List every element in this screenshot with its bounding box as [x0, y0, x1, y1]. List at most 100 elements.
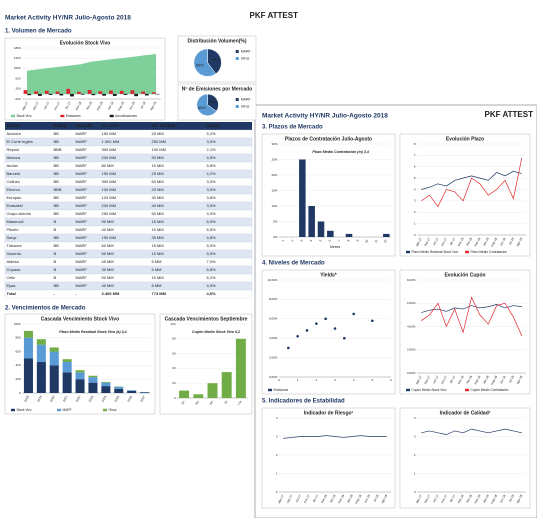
- table-cell: 250 MM: [152, 139, 166, 144]
- x-tick-label: jul-18: [372, 494, 380, 504]
- y-tick-label: 600: [15, 349, 20, 353]
- table-cell: 5,8%: [207, 163, 217, 168]
- table-cell: 25 MM: [152, 171, 164, 176]
- table-cell: 120 MM: [102, 195, 116, 200]
- table-cell: Elecnor: [7, 187, 21, 192]
- x-tick-label: sep-17: [423, 375, 431, 385]
- table-cell: 40 MM: [152, 203, 164, 208]
- data-label: 65%: [198, 105, 206, 110]
- x-tick-label: 10: [364, 239, 369, 244]
- table-cell: 50 MM: [102, 275, 114, 280]
- x-tick-label: oct-17: [294, 494, 302, 504]
- table-cell: B: [54, 275, 57, 280]
- y-tick-label: 7: [414, 153, 416, 157]
- y-tick-label: 60: [172, 351, 176, 355]
- table-cell: 200 MM: [102, 155, 116, 160]
- bar: [80, 93, 85, 95]
- scatter-point: [287, 346, 290, 350]
- y-tick-label: 1800: [14, 46, 21, 50]
- x-tick-label: jun-18: [498, 494, 506, 504]
- bar: [193, 394, 204, 398]
- chart-frame: [261, 407, 396, 509]
- table-cell: 150 MM: [102, 235, 116, 240]
- bar: [75, 372, 85, 380]
- x-tick-label: jun-18: [498, 237, 506, 247]
- table-cell: 100 MM: [102, 187, 116, 192]
- logo: PKF ATTEST: [250, 11, 299, 20]
- table-cell: 300 MM: [102, 179, 116, 184]
- table-cell: 20 MM: [152, 131, 164, 136]
- y-tick-label: 600: [15, 76, 20, 80]
- y-tick-label: 0: [174, 396, 176, 400]
- bar: [36, 344, 46, 362]
- scatter-point: [305, 329, 309, 332]
- legend-label: Plazo Medio Residual Stock Vivo: [412, 250, 459, 254]
- bar: [134, 93, 139, 97]
- x-tick-label: dic-17: [449, 494, 457, 503]
- y-tick-label: 4: [414, 416, 416, 420]
- x-tick-label: nov-17: [440, 375, 448, 385]
- y-tick-label: 1400: [14, 56, 21, 60]
- bar: [75, 379, 85, 393]
- table-header-cell: Cupón: [207, 123, 221, 128]
- table-cell: 10 MM: [152, 275, 164, 280]
- y-tick-label: 10,00%: [267, 278, 278, 282]
- legend-label: Stock Vivo: [17, 408, 32, 412]
- table-cell: 6,5%: [207, 227, 217, 232]
- bar: [141, 91, 145, 94]
- bar: [66, 88, 71, 94]
- table-cell: El Corte Inglés: [7, 139, 33, 144]
- x-tick-label: sep-17: [423, 237, 431, 247]
- x-tick-label: abr-18: [346, 494, 354, 504]
- table-cell: MARF: [76, 195, 88, 200]
- x-tick-label: jul-18: [507, 237, 515, 247]
- table-cell: 5,2%: [207, 131, 217, 136]
- table-header-cell: Emisor: [7, 123, 22, 128]
- x-tick-label: 12: [383, 239, 388, 244]
- y-tick-label: 8,00%: [269, 297, 278, 301]
- bar: [87, 90, 92, 94]
- x-tick-label: ago-18: [380, 494, 388, 504]
- table-cell: B: [54, 219, 57, 224]
- legend-swatch: [235, 98, 239, 101]
- section-title: 4. Niveles de Mercado: [262, 261, 325, 267]
- table-cell: Ortiz: [7, 275, 15, 280]
- table-cell: 3,0%: [207, 187, 217, 192]
- y-tick-label: 2: [414, 210, 416, 214]
- page-title: Market Activity HY/NR Julio-Agosto 2018: [5, 15, 131, 22]
- bar: [127, 390, 137, 393]
- legend-swatch: [465, 388, 469, 392]
- bar: [23, 330, 33, 338]
- table-cell: 3.405 MM: [102, 291, 120, 296]
- table-cell: MARF: [76, 259, 88, 264]
- table-cell: MARF: [76, 251, 88, 256]
- y-tick-label: -200: [14, 97, 20, 101]
- table-cell: 50 MM: [152, 155, 164, 160]
- x-tick-label: 4: [353, 378, 355, 382]
- y-tick-label: 800: [15, 336, 20, 340]
- table-cell: BB: [54, 155, 60, 160]
- table-cell: Masmovil: [7, 219, 24, 224]
- x-tick-label: may-18: [354, 494, 363, 505]
- table-cell: BB: [54, 163, 60, 168]
- table-cell: BB: [54, 243, 60, 248]
- x-tick-label: mar-18: [473, 494, 481, 505]
- x-tick-label: ago-17: [415, 494, 423, 504]
- chart-frame: [399, 269, 531, 395]
- legend-swatch: [406, 250, 410, 254]
- x-tick-label: 1a: [223, 400, 228, 405]
- bar: [27, 93, 32, 96]
- x-tick-label: feb-18: [465, 375, 473, 385]
- table-cell: B: [54, 267, 57, 272]
- x-tick-label: ene-18: [457, 375, 465, 385]
- section-title: 2. Vencimientos de Mercado: [5, 306, 86, 312]
- bar: [127, 390, 137, 391]
- chart-title: Evolución Plazo: [446, 136, 484, 142]
- bar: [383, 233, 390, 237]
- scatter-point: [333, 327, 337, 330]
- table-cell: 5 MM: [152, 267, 162, 272]
- table-cell: Euskaltel: [7, 203, 23, 208]
- logo: PKF ATTEST: [485, 110, 534, 119]
- bar: [327, 230, 334, 237]
